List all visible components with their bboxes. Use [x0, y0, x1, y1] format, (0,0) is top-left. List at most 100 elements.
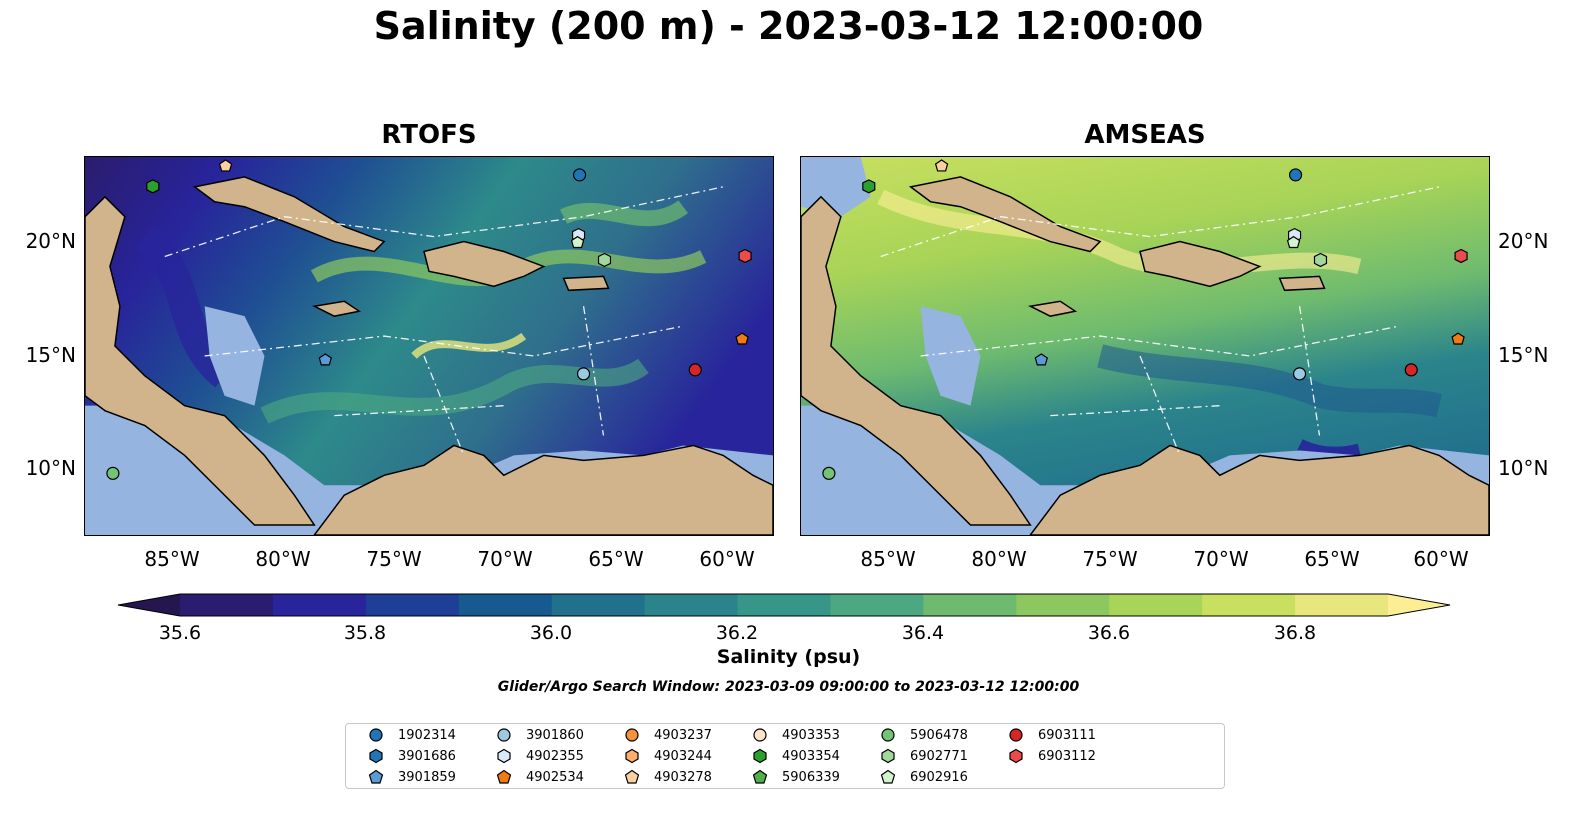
pentagon-marker-icon: [496, 769, 512, 784]
legend-label: 3901686: [398, 748, 456, 764]
legend-entry-4903244[interactable]: 4903244: [624, 748, 712, 764]
float-5906478[interactable]: [822, 466, 836, 480]
float-3901860[interactable]: [576, 367, 591, 381]
legend-label: 4903237: [654, 727, 712, 743]
hexagon-marker-icon: [625, 748, 639, 764]
legend-entry-3901860[interactable]: 3901860: [496, 727, 584, 743]
lon-tick-label-rtofs: 65°W: [588, 547, 644, 571]
legend-label: 5906339: [782, 769, 840, 785]
land-puerto-rico: [562, 275, 610, 292]
float-1902314[interactable]: [1288, 168, 1303, 182]
lon-tick-label-amseas: 85°W: [860, 547, 916, 571]
float-3901859[interactable]: [318, 353, 332, 366]
search-window-caption: Glider/Argo Search Window: 2023-03-09 09…: [497, 679, 1080, 695]
colorbar-segment: [1295, 594, 1389, 616]
map-panel-rtofs[interactable]: [84, 156, 774, 536]
salinity-filament: [1097, 344, 1443, 418]
colorbar-outline: [117, 593, 1451, 617]
circle-marker-icon: [369, 728, 383, 742]
lat-tick-label-right: 15°N: [1498, 343, 1549, 367]
continental-shelf: [204, 306, 265, 406]
colorbar-tick-label: 36.6: [1088, 622, 1130, 644]
legend-entry-6902916[interactable]: 6902916: [880, 769, 968, 785]
pentagon-marker-icon: [880, 769, 896, 784]
pentagon-marker-icon: [752, 769, 768, 784]
hexagon-marker-icon: [497, 748, 511, 764]
land-jamaica: [1027, 300, 1078, 317]
colorbar-segment: [737, 594, 831, 616]
circle-marker-icon: [1009, 728, 1023, 742]
float-6903112[interactable]: [1454, 248, 1468, 264]
float-4903354[interactable]: [146, 179, 160, 194]
lon-tick-label-rtofs: 85°W: [144, 547, 200, 571]
float-6903111[interactable]: [1404, 363, 1418, 377]
legend-label: 5906478: [910, 727, 968, 743]
colorbar-tick-label: 35.8: [344, 622, 386, 644]
land-cuba: [192, 176, 386, 253]
circle-marker-icon: [497, 728, 511, 742]
lon-tick-label-rtofs: 70°W: [477, 547, 533, 571]
float-4903278[interactable]: [934, 159, 949, 172]
float-5906478[interactable]: [106, 466, 120, 480]
legend-entry-3901859[interactable]: 3901859: [368, 769, 456, 785]
legend-entry-5906339[interactable]: 5906339: [752, 769, 840, 785]
circle-marker-icon: [625, 728, 639, 742]
colorbar-segment: [1109, 594, 1203, 616]
hexagon-marker-icon: [881, 748, 895, 764]
legend-label: 6903111: [1038, 727, 1096, 743]
colorbar-segment: [458, 594, 553, 616]
hexagon-marker-icon: [1009, 748, 1023, 764]
legend-entry-1902314[interactable]: 1902314: [368, 727, 456, 743]
legend-label: 6902916: [910, 769, 968, 785]
legend-entry-4903354[interactable]: 4903354: [752, 748, 840, 764]
float-6903112[interactable]: [738, 248, 752, 264]
float-4902534[interactable]: [735, 332, 749, 345]
float-legend: 1902314 3901686 3901859 3901860 4902355 49025…: [345, 723, 1225, 789]
legend-label: 3901860: [526, 727, 584, 743]
lon-tick-label-rtofs: 60°W: [699, 547, 755, 571]
float-3901860[interactable]: [1292, 367, 1307, 381]
float-4902534[interactable]: [1451, 332, 1465, 345]
colorbar-segment: [1016, 594, 1110, 616]
colorbar-label: Salinity (psu): [716, 646, 861, 668]
legend-entry-4902534[interactable]: 4902534: [496, 769, 584, 785]
lon-tick-label-amseas: 80°W: [971, 547, 1027, 571]
legend-label: 3901859: [398, 769, 456, 785]
legend-entry-5906478[interactable]: 5906478: [880, 727, 968, 743]
land-central-america: [85, 195, 316, 526]
map-panel-amseas[interactable]: [800, 156, 1490, 536]
float-3901859[interactable]: [1034, 353, 1048, 366]
lat-tick-label-left: 20°N: [25, 229, 76, 253]
legend-entry-4903278[interactable]: 4903278: [624, 769, 712, 785]
legend-entry-6903112[interactable]: 6903112: [1008, 748, 1096, 764]
float-6903111[interactable]: [688, 363, 702, 377]
float-4903354[interactable]: [862, 179, 876, 194]
hexagon-marker-icon: [753, 748, 767, 764]
pentagon-marker-icon: [368, 769, 384, 784]
legend-entry-6902771[interactable]: 6902771: [880, 748, 968, 764]
float-markers: [822, 159, 1468, 480]
panel-title-amseas: AMSEAS: [1084, 120, 1206, 150]
float-4903278[interactable]: [218, 159, 233, 172]
legend-entry-4902355[interactable]: 4902355: [496, 748, 584, 764]
float-6902916[interactable]: [1286, 235, 1301, 249]
colorbar-segment: [1202, 594, 1296, 616]
colorbar-tick-label: 36.8: [1274, 622, 1316, 644]
continental-shelf: [920, 306, 981, 406]
float-6902916[interactable]: [570, 235, 585, 249]
legend-entry-6903111[interactable]: 6903111: [1008, 727, 1096, 743]
float-1902314[interactable]: [572, 168, 587, 182]
salinity-filament: [260, 358, 649, 424]
legend-entry-4903237[interactable]: 4903237: [624, 727, 712, 743]
land-central-america: [801, 195, 1032, 526]
lon-tick-label-rtofs: 80°W: [255, 547, 311, 571]
land-puerto-rico: [1278, 275, 1326, 292]
float-6902771[interactable]: [1313, 252, 1328, 268]
legend-entry-3901686[interactable]: 3901686: [368, 748, 456, 764]
legend-entry-4903353[interactable]: 4903353: [752, 727, 840, 743]
float-6902771[interactable]: [597, 252, 612, 268]
lon-tick-label-amseas: 75°W: [1082, 547, 1138, 571]
legend-label: 4903278: [654, 769, 712, 785]
lat-tick-label-right: 10°N: [1498, 456, 1549, 480]
legend-label: 4903353: [782, 727, 840, 743]
